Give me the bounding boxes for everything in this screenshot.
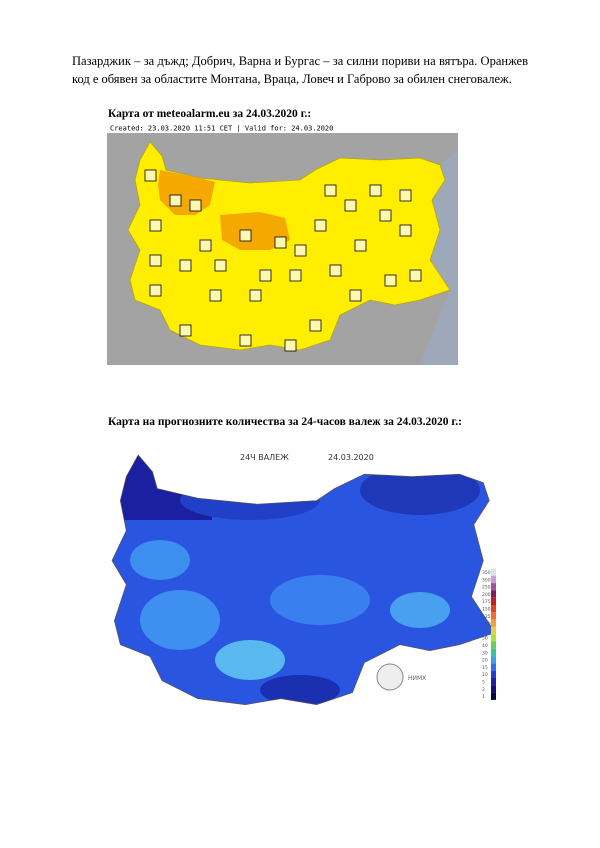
legend-swatch: [491, 685, 496, 693]
caption: Карта на прогнозните количества за 24-ча…: [108, 416, 462, 428]
legend-label: 300: [482, 577, 491, 583]
legend-label: 100: [482, 621, 491, 627]
warning-icon: [149, 284, 162, 297]
legend-label: 20: [482, 658, 488, 664]
legend-label: 150: [482, 607, 491, 613]
warning-icon: [179, 324, 192, 337]
warning-icon: [314, 219, 327, 232]
legend-swatch: [491, 641, 496, 649]
warning-icon: [189, 199, 202, 212]
legend-swatch: [491, 612, 496, 620]
legend-label: 75: [482, 628, 488, 634]
legend-label: 50: [482, 636, 488, 642]
legend-label: 2: [482, 687, 485, 693]
warning-icon: [349, 289, 362, 302]
legend-label: 175: [482, 599, 491, 605]
legend-swatch: [491, 656, 496, 664]
legend-label: 30: [482, 650, 488, 656]
warning-icon: [369, 184, 382, 197]
legend-label: 125: [482, 614, 491, 620]
legend-swatch: [491, 605, 496, 613]
legend-swatch: [491, 575, 496, 584]
warning-icon: [344, 199, 357, 212]
legend-swatch: [491, 670, 496, 678]
warning-icon: [249, 289, 262, 302]
legend-label: 250: [482, 585, 491, 591]
warning-icon: [209, 289, 222, 302]
caption: Карта от meteoalarm.eu за 24.03.2020 г.:: [108, 108, 312, 120]
legend-swatch: [491, 634, 496, 642]
warning-icon: [324, 184, 337, 197]
legend-swatch: [491, 583, 496, 591]
alarm-map: Created: 23.03.2020 11:51 CET | Valid fo…: [107, 122, 458, 365]
legend-swatch: [491, 626, 496, 635]
warning-icon: [399, 189, 412, 202]
legend-label: 15: [482, 665, 488, 671]
legend-label: 5: [482, 680, 485, 686]
warning-icon: [144, 169, 157, 182]
paragraph: Пазарджик – за дъжд; Добрич, Варна и Бур…: [72, 54, 528, 86]
warning-icon: [259, 269, 272, 282]
warning-icon: [289, 269, 302, 282]
warning-icon: [309, 319, 322, 332]
warning-icon: [399, 224, 412, 237]
warning-icon: [274, 236, 287, 249]
legend-swatch: [491, 648, 496, 657]
legend-label: 350: [482, 570, 491, 576]
warning-icon: [329, 264, 342, 277]
precipitation-map: 24Ч ВАЛЕЖ 24.03.2020 НИМХ 35030025020017…: [111, 453, 496, 706]
warning-icon: [379, 209, 392, 222]
warning-icon: [169, 194, 182, 207]
legend-swatch: [491, 678, 496, 686]
warning-icon: [239, 334, 252, 347]
legend-swatch: [491, 619, 496, 627]
warning-icon: [149, 254, 162, 267]
warning-icon: [199, 239, 212, 252]
map-date: 24.03.2020: [328, 453, 374, 462]
warning-icon: [409, 269, 422, 282]
legend-label: 200: [482, 592, 491, 598]
warning-icon: [384, 274, 397, 287]
legend-swatch: [491, 568, 496, 576]
legend-label: 10: [482, 672, 488, 678]
warning-icon: [239, 229, 252, 242]
warning-icon: [294, 244, 307, 257]
warning-icon: [149, 219, 162, 232]
legend-label: 40: [482, 643, 488, 649]
legend-label: 1: [482, 694, 485, 700]
map-title: 24Ч ВАЛЕЖ: [240, 453, 289, 462]
logo: НИМХ: [408, 675, 426, 682]
map-header: Created: 23.03.2020 11:51 CET | Valid fo…: [110, 125, 333, 133]
warning-icon: [214, 259, 227, 272]
legend-swatch: [491, 663, 496, 671]
warning-icon: [284, 339, 297, 352]
legend-swatch: [491, 597, 496, 605]
legend-swatch: [491, 590, 496, 598]
legend-swatch: [491, 692, 496, 700]
warning-icon: [354, 239, 367, 252]
warning-icon: [179, 259, 192, 272]
